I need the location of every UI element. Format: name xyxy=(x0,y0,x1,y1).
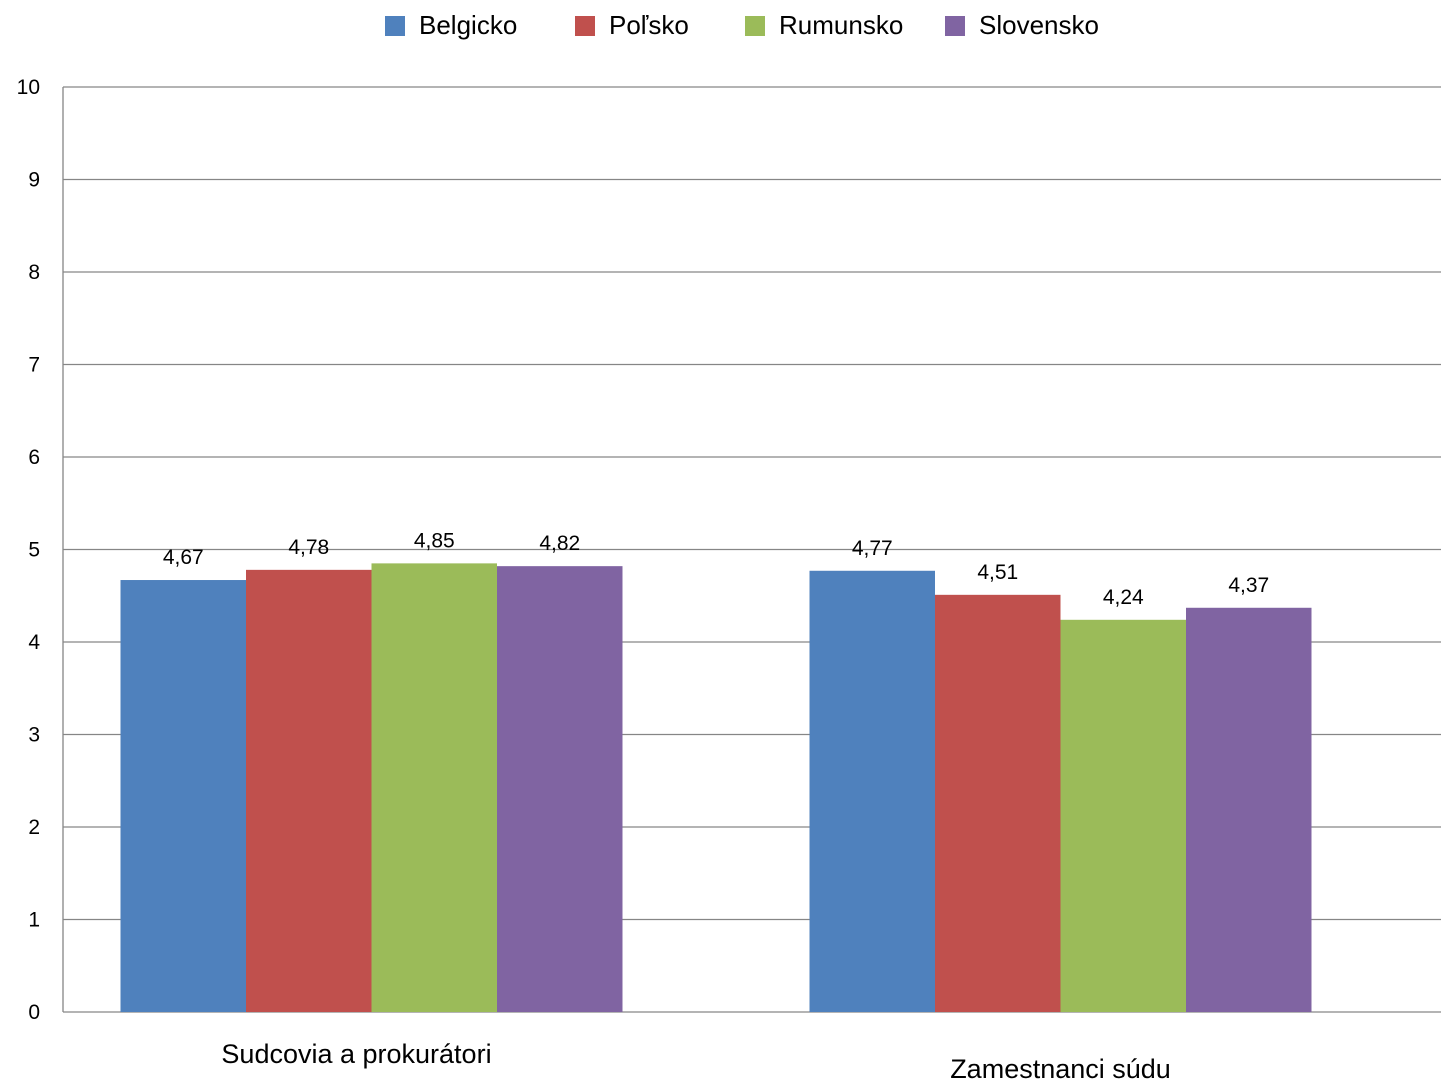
bar-poľsko xyxy=(246,569,372,1012)
y-tick-label: 5 xyxy=(28,539,40,562)
y-tick-label: 0 xyxy=(28,1001,40,1024)
data-label: 4,51 xyxy=(977,561,1018,584)
y-tick-label: 4 xyxy=(28,631,40,654)
data-label: 4,82 xyxy=(539,532,580,555)
bar-belgicko xyxy=(120,580,246,1012)
category-labels: Sudcovia a prokurátori Zamestnanci súdu xyxy=(221,1039,1171,1084)
bar-rumunsko xyxy=(371,563,497,1012)
legend-label: Belgicko xyxy=(419,10,517,40)
y-tick-label: 6 xyxy=(28,446,40,469)
legend-swatch xyxy=(385,16,405,36)
bar-poľsko xyxy=(935,594,1061,1012)
data-label: 4,67 xyxy=(163,546,204,569)
bars xyxy=(120,563,1312,1012)
bar-rumunsko xyxy=(1060,619,1186,1012)
bar-slovensko xyxy=(1186,607,1312,1012)
y-tick-label: 3 xyxy=(28,724,40,747)
data-label: 4,37 xyxy=(1228,574,1269,597)
y-tick-label: 1 xyxy=(28,909,40,932)
data-label: 4,77 xyxy=(852,537,893,560)
data-label: 4,85 xyxy=(414,529,455,552)
y-tick-label: 8 xyxy=(28,261,40,284)
legend: Belgicko Poľsko Rumunsko Slovensko xyxy=(385,10,1099,40)
legend-swatch xyxy=(745,16,765,36)
data-labels: 4,67 4,78 4,85 4,82 4,77 4,51 4,24 4,37 xyxy=(163,529,1269,608)
bar-belgicko xyxy=(809,570,935,1012)
bar-slovensko xyxy=(497,566,623,1012)
legend-label: Rumunsko xyxy=(779,10,903,40)
y-tick-label: 9 xyxy=(28,169,40,192)
legend-swatch xyxy=(575,16,595,36)
y-tick-label: 10 xyxy=(17,76,40,99)
x-category-label: Sudcovia a prokurátori xyxy=(221,1039,491,1069)
y-tick-label: 7 xyxy=(28,354,40,377)
y-tick-label: 2 xyxy=(28,816,40,839)
legend-label: Slovensko xyxy=(979,10,1099,40)
legend-swatch xyxy=(945,16,965,36)
legend-label: Poľsko xyxy=(609,10,689,40)
data-label: 4,78 xyxy=(288,536,329,559)
data-label: 4,24 xyxy=(1103,586,1144,609)
x-category-label: Zamestnanci súdu xyxy=(950,1054,1171,1083)
